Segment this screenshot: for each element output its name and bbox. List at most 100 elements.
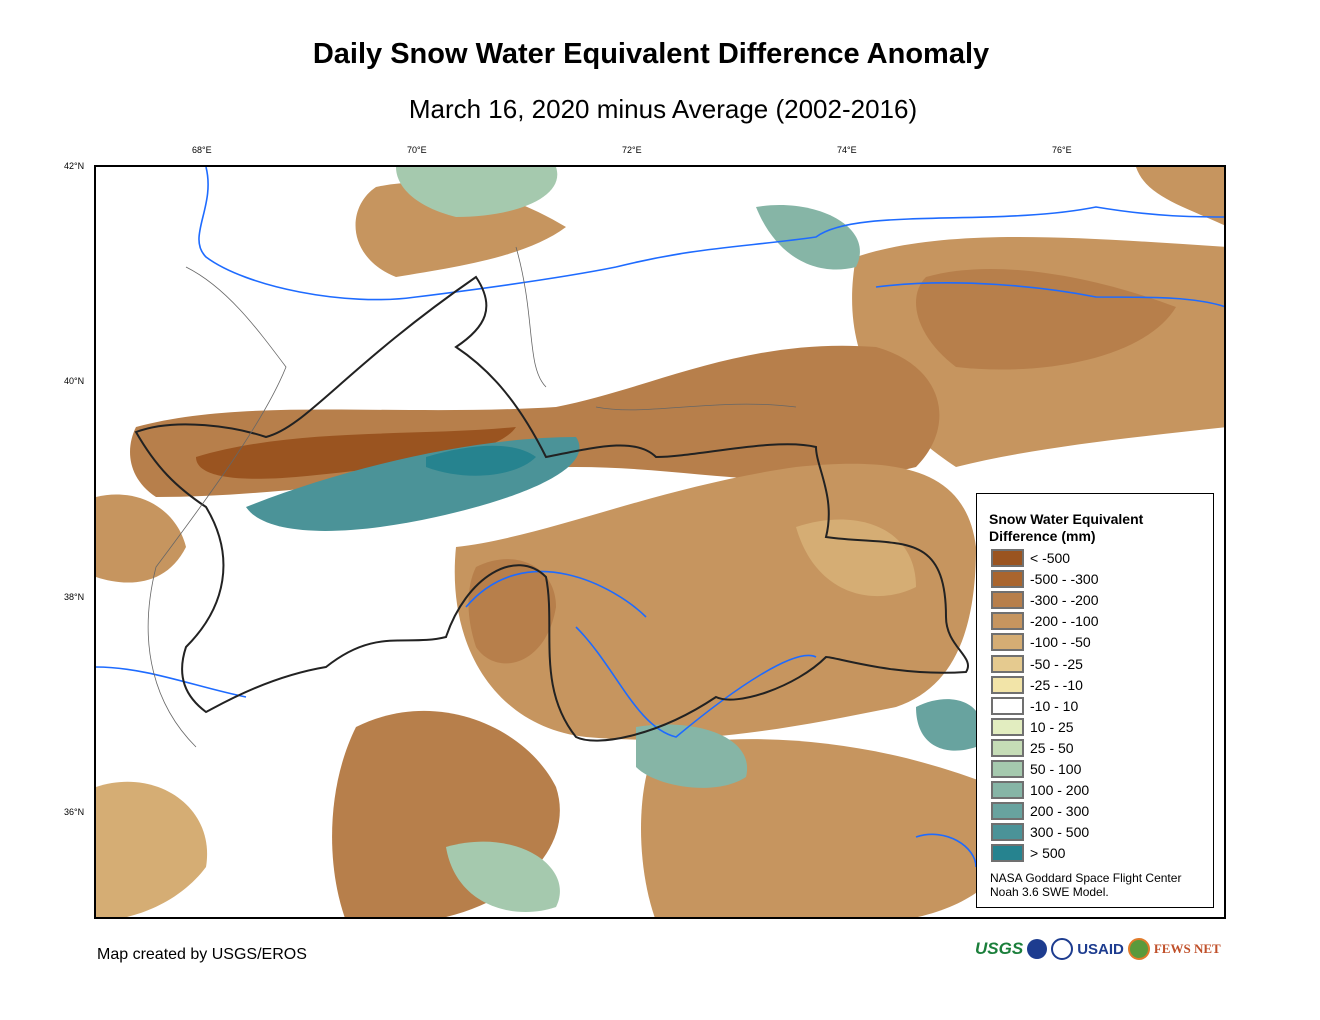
legend-item: -100 - -50 bbox=[991, 633, 1091, 652]
fewsnet-globe-icon bbox=[1127, 938, 1150, 960]
legend-label: 10 - 25 bbox=[1030, 718, 1074, 735]
legend-label: 50 - 100 bbox=[1030, 761, 1082, 777]
legend-label: -300 - -200 bbox=[1030, 592, 1099, 609]
legend-label: 25 - 50 bbox=[1030, 739, 1074, 756]
border bbox=[515, 246, 547, 388]
terrain-southeast-teal bbox=[636, 724, 748, 788]
legend-credit: NASA Goddard Space Flight Center Noah 3.… bbox=[990, 871, 1181, 899]
legend-credit-line1: NASA Goddard Space Flight Center bbox=[990, 871, 1182, 885]
legend-item: 50 - 100 bbox=[991, 760, 1081, 778]
legend-label: -500 - -300 bbox=[1030, 571, 1099, 588]
legend-swatch bbox=[991, 696, 1024, 715]
legend-swatch bbox=[991, 633, 1024, 652]
map-title: Daily Snow Water Equivalent Difference A… bbox=[312, 38, 990, 70]
river bbox=[465, 570, 647, 618]
border bbox=[595, 403, 797, 411]
legend-item: 100 - 200 bbox=[991, 781, 1090, 800]
river bbox=[615, 206, 1224, 268]
legend-label: 200 - 300 bbox=[1030, 803, 1090, 820]
legend-item: > 500 bbox=[991, 844, 1066, 863]
river bbox=[875, 282, 1224, 308]
terrain-south-east bbox=[641, 739, 1012, 917]
terrain-ne-east bbox=[796, 519, 916, 597]
legend-credit-line2: Noah 3.6 SWE Model. bbox=[990, 885, 1109, 899]
legend-swatch bbox=[991, 570, 1024, 589]
country-borders bbox=[134, 275, 969, 742]
legend-label: -10 - 10 bbox=[1030, 697, 1079, 714]
lat-label: 42°N bbox=[64, 161, 85, 171]
legend-title-line1: Snow Water Equivalent bbox=[989, 511, 1144, 527]
river bbox=[96, 666, 247, 698]
legend-item: -25 - -10 bbox=[991, 675, 1083, 694]
legend-item: 300 - 500 bbox=[991, 823, 1090, 842]
map-subtitle: March 16, 2020 minus Average (2002-2016) bbox=[408, 94, 918, 124]
legend-label: -50 - -25 bbox=[1030, 655, 1083, 672]
terrain-ridge-dark bbox=[196, 427, 516, 479]
legend-swatch bbox=[991, 612, 1024, 631]
legend-item: 10 - 25 bbox=[991, 717, 1074, 736]
legend-swatch bbox=[991, 591, 1024, 610]
terrain-far-ne bbox=[1136, 167, 1224, 226]
river bbox=[198, 167, 617, 301]
lon-label: 76°E bbox=[1052, 145, 1072, 155]
legend-title: Snow Water Equivalent Difference (mm) bbox=[989, 511, 1143, 545]
lon-label: 68°E bbox=[192, 145, 212, 155]
terrain-south-teal bbox=[446, 841, 560, 912]
legend-label: 300 - 500 bbox=[1030, 824, 1090, 841]
terrain-central-teal-dark bbox=[426, 445, 536, 476]
terrain-southeast-teal2 bbox=[916, 699, 982, 751]
map-credit: Map created by USGS/EROS bbox=[97, 946, 307, 963]
river bbox=[915, 833, 977, 868]
legend-swatch bbox=[991, 549, 1024, 567]
map-canvas bbox=[96, 167, 1224, 917]
border bbox=[147, 266, 287, 748]
lon-label: 72°E bbox=[622, 145, 642, 155]
legend-swatch bbox=[991, 823, 1024, 842]
river bbox=[575, 626, 817, 738]
rivers bbox=[96, 167, 1224, 868]
lon-label: 70°E bbox=[407, 145, 427, 155]
logos: USGS USAID FEWS NET bbox=[975, 938, 1221, 960]
legend-item: -500 - -300 bbox=[991, 570, 1099, 589]
nasa-logo bbox=[1027, 939, 1048, 959]
legend: Snow Water Equivalent Difference (mm) < … bbox=[976, 493, 1214, 908]
legend-label: -100 - -50 bbox=[1030, 634, 1091, 651]
legend-label: -200 - -100 bbox=[1030, 613, 1099, 630]
legend-swatch bbox=[991, 675, 1024, 694]
terrain-sw-brown bbox=[96, 781, 208, 917]
usaid-logo: USAID bbox=[1077, 940, 1124, 958]
legend-label: -25 - -10 bbox=[1030, 676, 1083, 693]
province-borders bbox=[147, 246, 797, 748]
lon-label: 74°E bbox=[837, 145, 857, 155]
usaid-seal-icon bbox=[1051, 938, 1074, 960]
terrain-northeast-dark bbox=[916, 268, 1176, 370]
fewsnet-logo: FEWS NET bbox=[1153, 941, 1221, 956]
legend-swatch bbox=[991, 654, 1024, 673]
legend-item: -200 - -100 bbox=[991, 612, 1099, 631]
legend-item: -10 - 10 bbox=[991, 696, 1079, 715]
legend-swatch bbox=[991, 760, 1024, 778]
border bbox=[134, 275, 969, 742]
legend-item: 200 - 300 bbox=[991, 802, 1090, 821]
lat-label: 40°N bbox=[64, 376, 85, 386]
lat-label: 36°N bbox=[64, 807, 85, 817]
legend-title-line2: Difference (mm) bbox=[989, 528, 1096, 544]
legend-label: > 500 bbox=[1030, 845, 1066, 862]
terrain-west-brown bbox=[96, 494, 186, 583]
legend-swatch bbox=[991, 717, 1024, 736]
legend-item: < -500 bbox=[991, 549, 1070, 567]
legend-item: 25 - 50 bbox=[991, 738, 1074, 757]
legend-label: < -500 bbox=[1030, 550, 1071, 566]
legend-label: 100 - 200 bbox=[1030, 782, 1090, 799]
usgs-logo: USGS bbox=[975, 939, 1024, 958]
terrain-north-green bbox=[756, 205, 860, 270]
legend-swatch bbox=[991, 781, 1024, 800]
lat-label: 38°N bbox=[64, 592, 85, 602]
legend-swatch bbox=[991, 738, 1024, 757]
legend-item: -50 - -25 bbox=[991, 654, 1083, 673]
legend-item: -300 - -200 bbox=[991, 591, 1099, 610]
legend-swatch bbox=[991, 802, 1024, 821]
terrain-north-teal bbox=[396, 167, 558, 217]
legend-swatch bbox=[991, 844, 1024, 863]
